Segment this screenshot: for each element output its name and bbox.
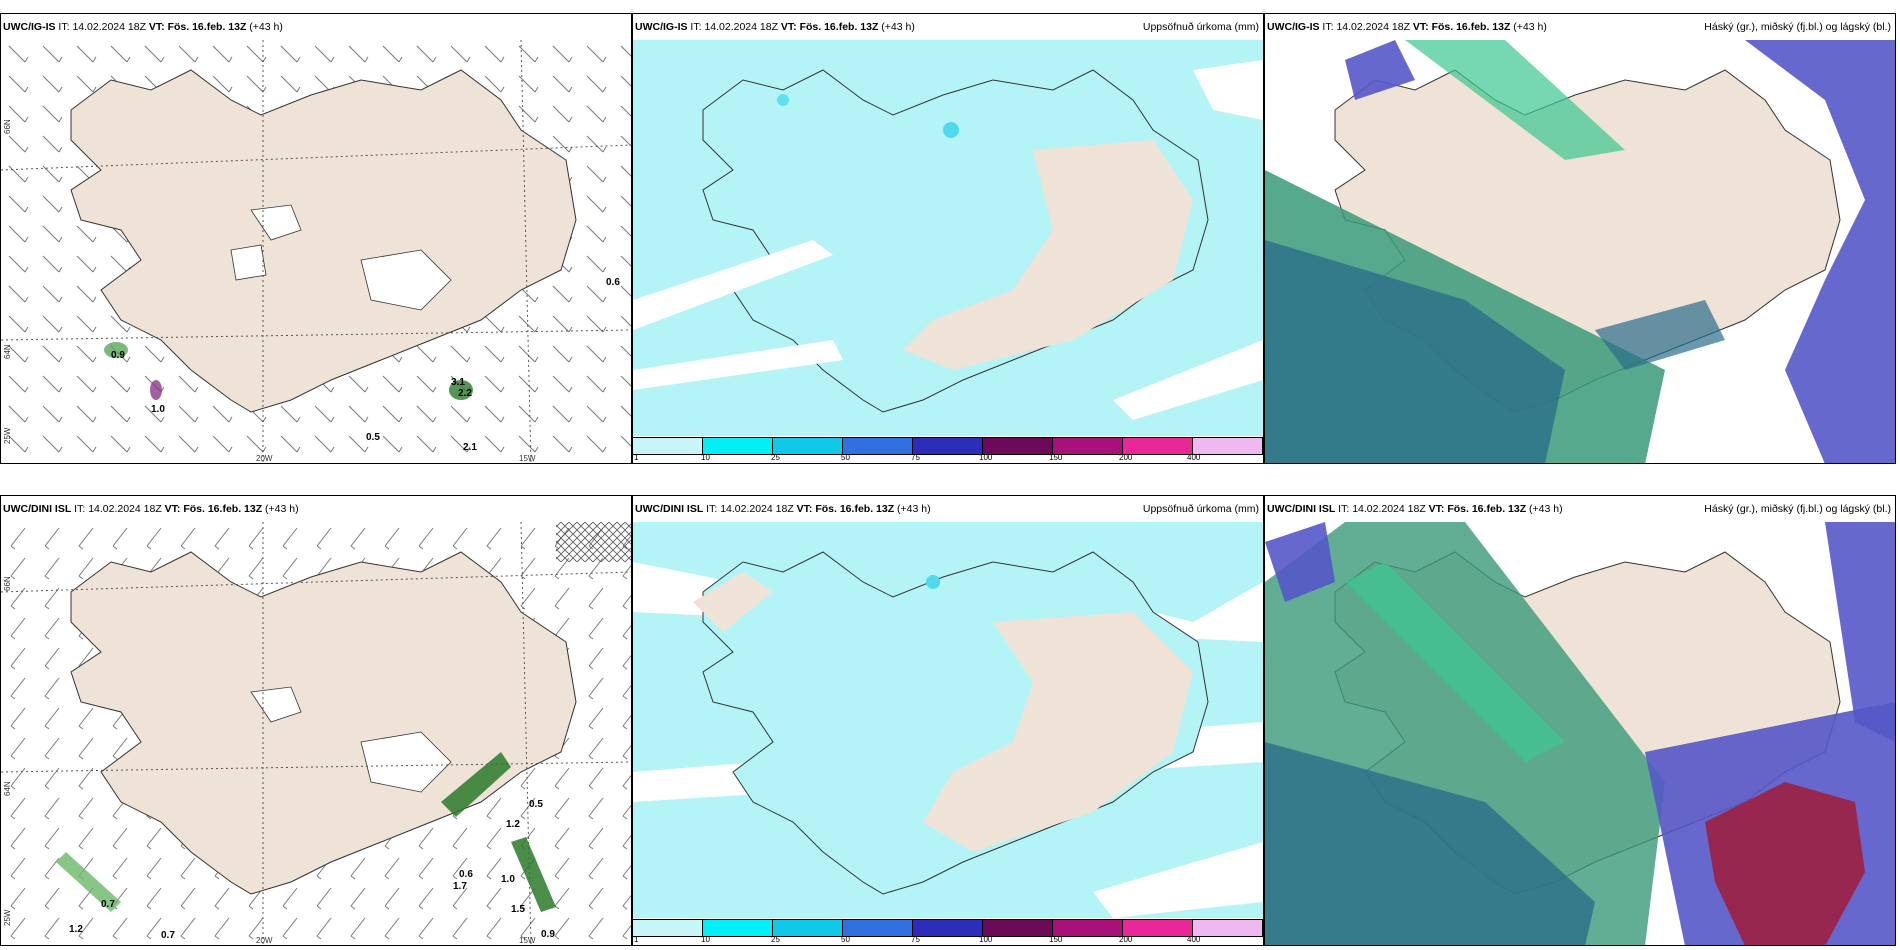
cloud-title: Háský (gr.), miðský (fj.bl.) og lágský (… [1704, 503, 1891, 515]
wind-map: 0.7 1.2 0.7 1.2 0.5 0.6 1.7 1.0 1.5 0.9 [1, 522, 631, 945]
precip-value: 1.5 [511, 904, 525, 915]
lon-label: 15W [519, 936, 536, 945]
lat-label: 25W [3, 909, 12, 926]
precip-value: 1.0 [501, 874, 515, 885]
lon-label: 20W [256, 454, 273, 463]
panel-precip-bottom: UWC/DINI ISL IT: 14.02.2024 18Z VT: Fös.… [632, 495, 1264, 946]
colorbar: 1 10 25 50 75 100 150 200 400 [633, 917, 1263, 945]
panel-wind-bottom: UWC/DINI ISL IT: 14.02.2024 18Z VT: Fös.… [0, 495, 632, 946]
lat-label: 64N [3, 781, 12, 796]
panel-header: UWC/DINI ISL IT: 14.02.2024 18Z VT: Fös.… [1265, 496, 1895, 522]
precip-value: 1.2 [506, 819, 520, 830]
panel-wind-top: UWC/IG-IS IT: 14.02.2024 18Z VT: Fös. 16… [0, 13, 632, 464]
lat-label: 66N [3, 576, 12, 591]
lat-label: 64N [3, 344, 12, 359]
precip-value: 0.5 [366, 432, 380, 443]
precip-value: 0.9 [111, 350, 125, 361]
precip-value: 2.2 [458, 388, 472, 399]
precip-value: 0.7 [161, 930, 175, 941]
precip-title: Uppsöfnuð úrkoma (mm) [1142, 503, 1259, 515]
panel-header: UWC/IG-IS IT: 14.02.2024 18Z VT: Fös. 16… [3, 21, 283, 33]
precip-value: 0.5 [529, 799, 543, 810]
precip-map [633, 40, 1263, 436]
panel-cloud-top: UWC/IG-IS IT: 14.02.2024 18Z VT: Fös. 16… [1264, 13, 1896, 464]
precip-value: 0.6 [606, 277, 620, 288]
colorbar-labels: 1 10 25 50 75 100 150 200 400 [634, 453, 1201, 462]
lat-label: 25W [3, 427, 12, 444]
panel-precip-top: UWC/IG-IS IT: 14.02.2024 18Z VT: Fös. 16… [632, 13, 1264, 464]
panel-header: UWC/DINI ISL IT: 14.02.2024 18Z VT: Fös.… [633, 496, 1263, 522]
cloud-title: Háský (gr.), miðský (fj.bl.) og lágský (… [1704, 21, 1891, 33]
precip-value: 3.1 [451, 377, 465, 388]
cloud-map [1265, 522, 1895, 945]
colorbar-labels: 1 10 25 50 75 100 150 200 400 [634, 935, 1201, 944]
colorbar: 1 10 25 50 75 100 150 200 400 [633, 435, 1263, 463]
lat-label: 66N [3, 119, 12, 134]
panel-header: UWC/IG-IS IT: 14.02.2024 18Z VT: Fös. 16… [1265, 14, 1895, 40]
precip-value: 0.6 [459, 869, 473, 880]
precip-title: Uppsöfnuð úrkoma (mm) [1142, 21, 1259, 33]
colorbar-cells [633, 437, 1263, 455]
panel-cloud-bottom: UWC/DINI ISL IT: 14.02.2024 18Z VT: Fös.… [1264, 495, 1896, 946]
panel-header: UWC/IG-IS IT: 14.02.2024 18Z VT: Fös. 16… [633, 14, 1263, 40]
precip-value: 1.0 [151, 404, 165, 415]
precip-value: 0.9 [541, 929, 555, 940]
precip-map [633, 522, 1263, 918]
colorbar-cells [633, 919, 1263, 937]
precip-value: 1.2 [69, 924, 83, 935]
lon-label: 15W [519, 454, 536, 463]
precip-value: 0.7 [101, 899, 115, 910]
lon-label: 20W [256, 936, 273, 945]
panel-header: UWC/DINI ISL IT: 14.02.2024 18Z VT: Fös.… [3, 503, 299, 515]
precip-value: 1.7 [453, 881, 467, 892]
wind-map: 0.9 1.0 3.1 2.2 0.5 2.1 0.6 [1, 40, 631, 463]
precip-value: 2.1 [463, 442, 477, 453]
cloud-map [1265, 40, 1895, 463]
